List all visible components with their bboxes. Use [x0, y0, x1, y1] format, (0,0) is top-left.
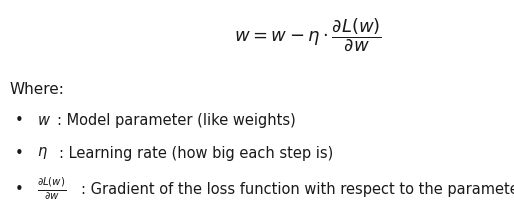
Text: : Learning rate (how big each step is): : Learning rate (how big each step is): [59, 146, 333, 161]
Text: •: •: [15, 182, 24, 197]
Text: •: •: [15, 146, 24, 161]
Text: $w = w - \eta \cdot \dfrac{\partial L(w)}{\partial w}$: $w = w - \eta \cdot \dfrac{\partial L(w)…: [234, 16, 382, 53]
Text: : Gradient of the loss function with respect to the parameter: : Gradient of the loss function with res…: [81, 182, 514, 197]
Text: Where:: Where:: [9, 82, 64, 97]
Text: : Model parameter (like weights): : Model parameter (like weights): [57, 113, 295, 128]
Text: $\frac{\partial L(w)}{\partial w}$: $\frac{\partial L(w)}{\partial w}$: [37, 176, 66, 202]
Text: •: •: [15, 113, 24, 128]
Text: $w$: $w$: [37, 113, 51, 128]
Text: $\eta$: $\eta$: [37, 145, 48, 162]
